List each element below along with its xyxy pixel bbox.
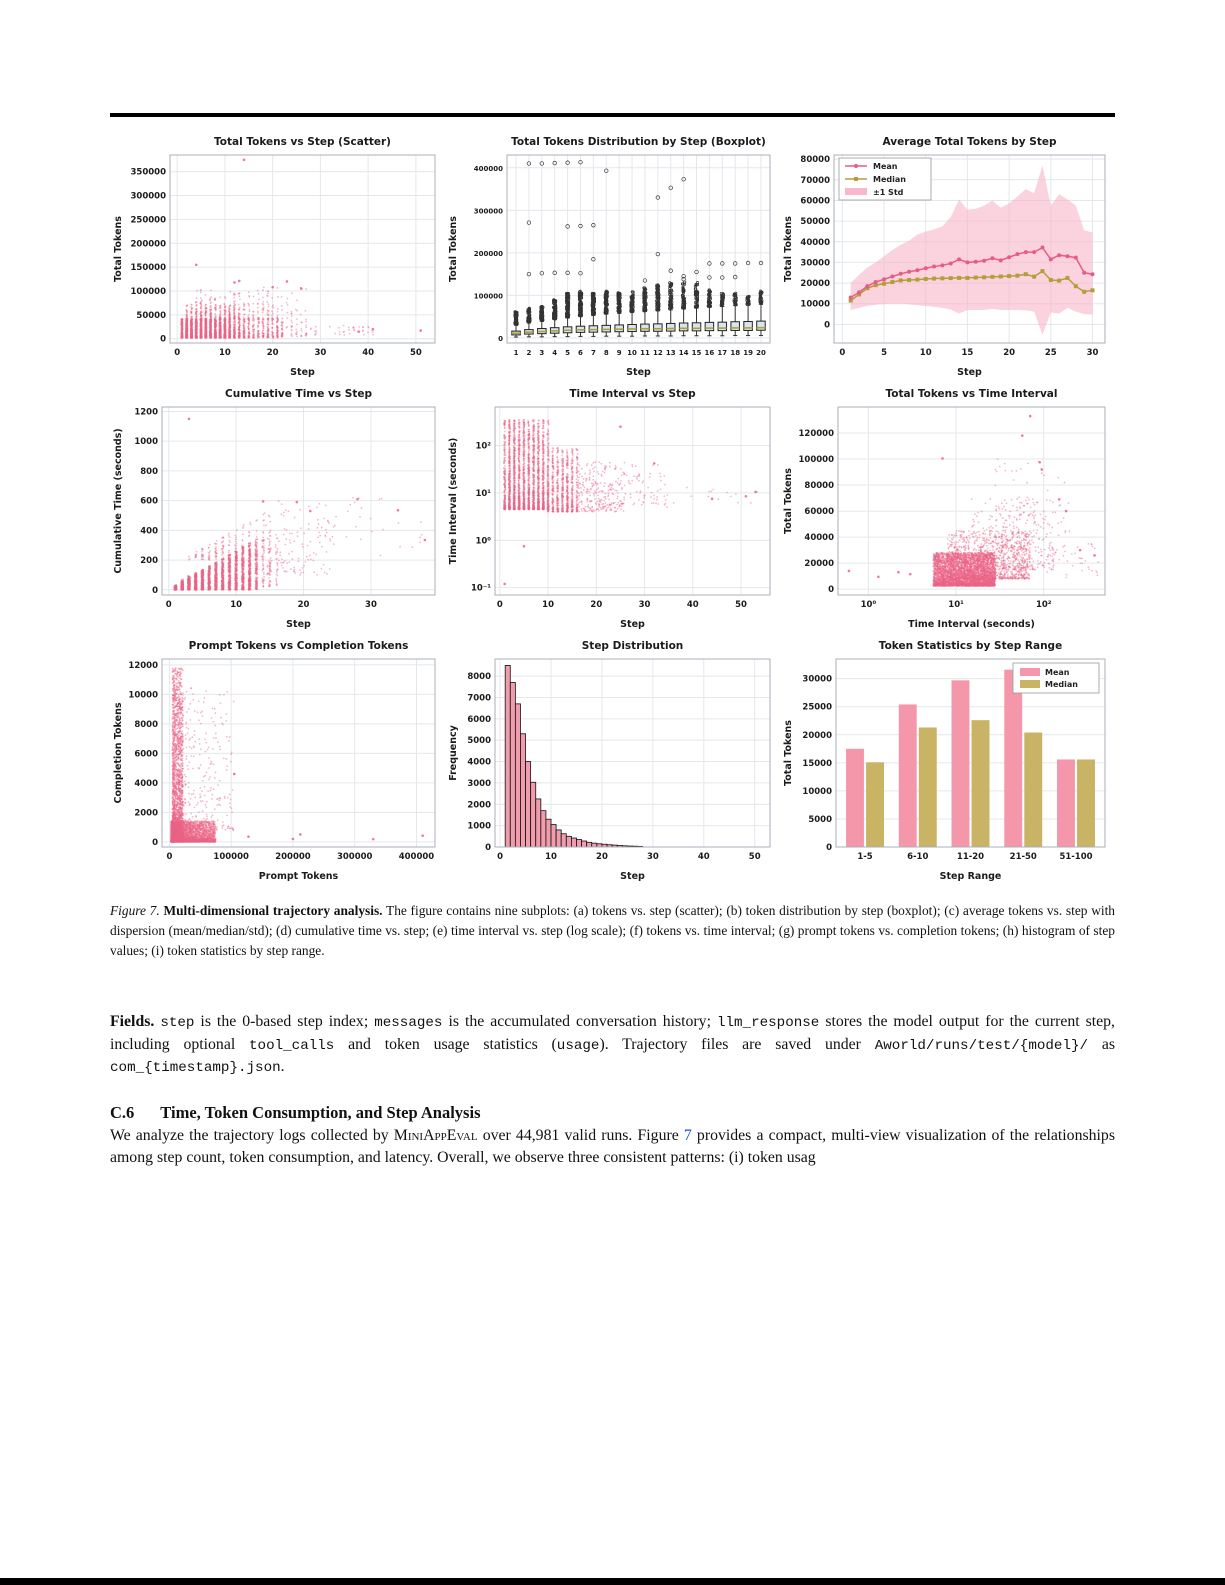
subplot-total-tokens-distribution-boxplot xyxy=(445,131,780,383)
text-segment: com_{timestamp}.json xyxy=(110,1060,281,1077)
text-segment: as xyxy=(1088,1035,1116,1053)
text-segment: messages xyxy=(374,1015,443,1032)
page-bottom-edge xyxy=(0,1578,1225,1585)
text-segment: Figure 7. xyxy=(110,903,160,918)
text-segment: stores the model output for the current … xyxy=(110,1013,1116,1053)
text-segment: Aworld/runs/test/{model}/ xyxy=(874,1037,1089,1054)
figure-top-rule xyxy=(110,113,1115,117)
subplot-time-interval-vs-step xyxy=(445,383,780,635)
subplot-average-total-tokens-by-step xyxy=(780,131,1115,383)
section-title: Time, Token Consumption, and Step Analys… xyxy=(160,1102,481,1122)
subplot-total-tokens-vs-step-scatter xyxy=(110,131,445,383)
text-segment: step xyxy=(160,1015,195,1032)
text-segment: is the 0-based step index; xyxy=(194,1013,375,1031)
text-segment: ). Trajectory files are saved under xyxy=(599,1035,875,1053)
text-segment: The figure contains nine subplots: (a) t… xyxy=(110,903,1115,959)
text-segment: . xyxy=(280,1058,285,1076)
subplot-total-tokens-vs-time-interval xyxy=(780,383,1115,635)
text-segment: provides a compact, multi-view visualiza… xyxy=(110,1126,1115,1167)
subplot-token-statistics-by-step-range xyxy=(780,635,1115,887)
text-segment: Fields. xyxy=(110,1013,155,1031)
text-segment: Multi-dimensional trajectory analysis. xyxy=(159,903,383,918)
page-content: Figure 7. Multi-dimensional trajectory a… xyxy=(110,0,1115,1169)
subplot-step-distribution-histogram xyxy=(445,635,780,887)
text-segment: llm_response xyxy=(716,1015,820,1032)
figure-ref-link[interactable]: 7 xyxy=(683,1126,692,1144)
text-segment: tool_calls xyxy=(249,1037,335,1054)
body-paragraph: We analyze the trajectory logs collected… xyxy=(110,1125,1115,1170)
figure-caption: Figure 7. Multi-dimensional trajectory a… xyxy=(110,901,1115,961)
subplot-cumulative-time-vs-step xyxy=(110,383,445,635)
text-segment: usage xyxy=(556,1037,600,1054)
section-heading: C.6 Time, Token Consumption, and Step Ana… xyxy=(110,1103,1115,1123)
section-number: C.6 xyxy=(110,1102,135,1122)
figure-7-grid xyxy=(110,131,1115,887)
text-segment: MiniAppEval xyxy=(393,1126,478,1144)
fields-paragraph: Fields. step is the 0-based step index; … xyxy=(110,1011,1115,1078)
text-segment: is the accumulated conversation history; xyxy=(442,1013,717,1031)
text-segment: over 44,981 valid runs. Figure xyxy=(477,1126,684,1144)
subplot-prompt-vs-completion-tokens xyxy=(110,635,445,887)
text-segment: and token usage statistics ( xyxy=(334,1035,557,1053)
text-segment: We analyze the trajectory logs collected… xyxy=(110,1126,394,1144)
